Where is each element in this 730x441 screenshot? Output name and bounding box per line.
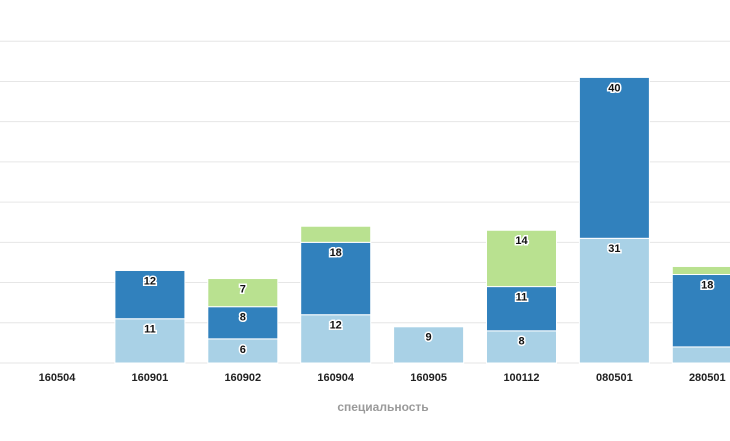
bar-segment	[114, 318, 186, 364]
bar-segment	[207, 306, 279, 340]
data-label: 18	[330, 247, 342, 259]
bar-segment	[486, 229, 557, 288]
data-label: 40	[608, 82, 620, 94]
data-label: 11	[144, 324, 156, 336]
bar-segment	[671, 346, 730, 364]
x-tick-label: 280501	[689, 372, 726, 384]
data-label: 7	[240, 283, 246, 295]
bar-segment	[671, 265, 730, 276]
bar-segment	[114, 269, 186, 320]
data-label: 9	[426, 332, 432, 344]
data-label: 8	[518, 336, 524, 348]
bar-segment	[578, 237, 650, 364]
data-label: 12	[144, 275, 156, 287]
data-label: 12	[330, 320, 342, 332]
data-label: 18	[701, 279, 713, 291]
bar-segment	[207, 278, 279, 308]
bar-segment	[393, 326, 465, 364]
bar-segment	[578, 76, 650, 239]
x-tick-label: 100112	[503, 372, 539, 384]
data-label: 6	[240, 344, 246, 356]
bar-segment	[300, 225, 372, 243]
x-tick-label: 160902	[224, 372, 261, 384]
x-tick-label: 160901	[132, 372, 169, 384]
data-label: 31	[608, 243, 620, 255]
x-tick-label: 160904	[317, 372, 355, 384]
bar-segment	[486, 286, 557, 332]
bar-segment	[486, 330, 557, 364]
data-label: 11	[516, 291, 528, 303]
data-label: 14	[515, 235, 528, 247]
x-tick-label: 080501	[596, 372, 633, 384]
x-tick-label: 160905	[410, 372, 447, 384]
x-axis-title: специальность	[337, 400, 428, 414]
data-label: 8	[240, 312, 246, 324]
bar-segment	[300, 314, 372, 364]
x-tick-label: 160504	[39, 372, 77, 384]
